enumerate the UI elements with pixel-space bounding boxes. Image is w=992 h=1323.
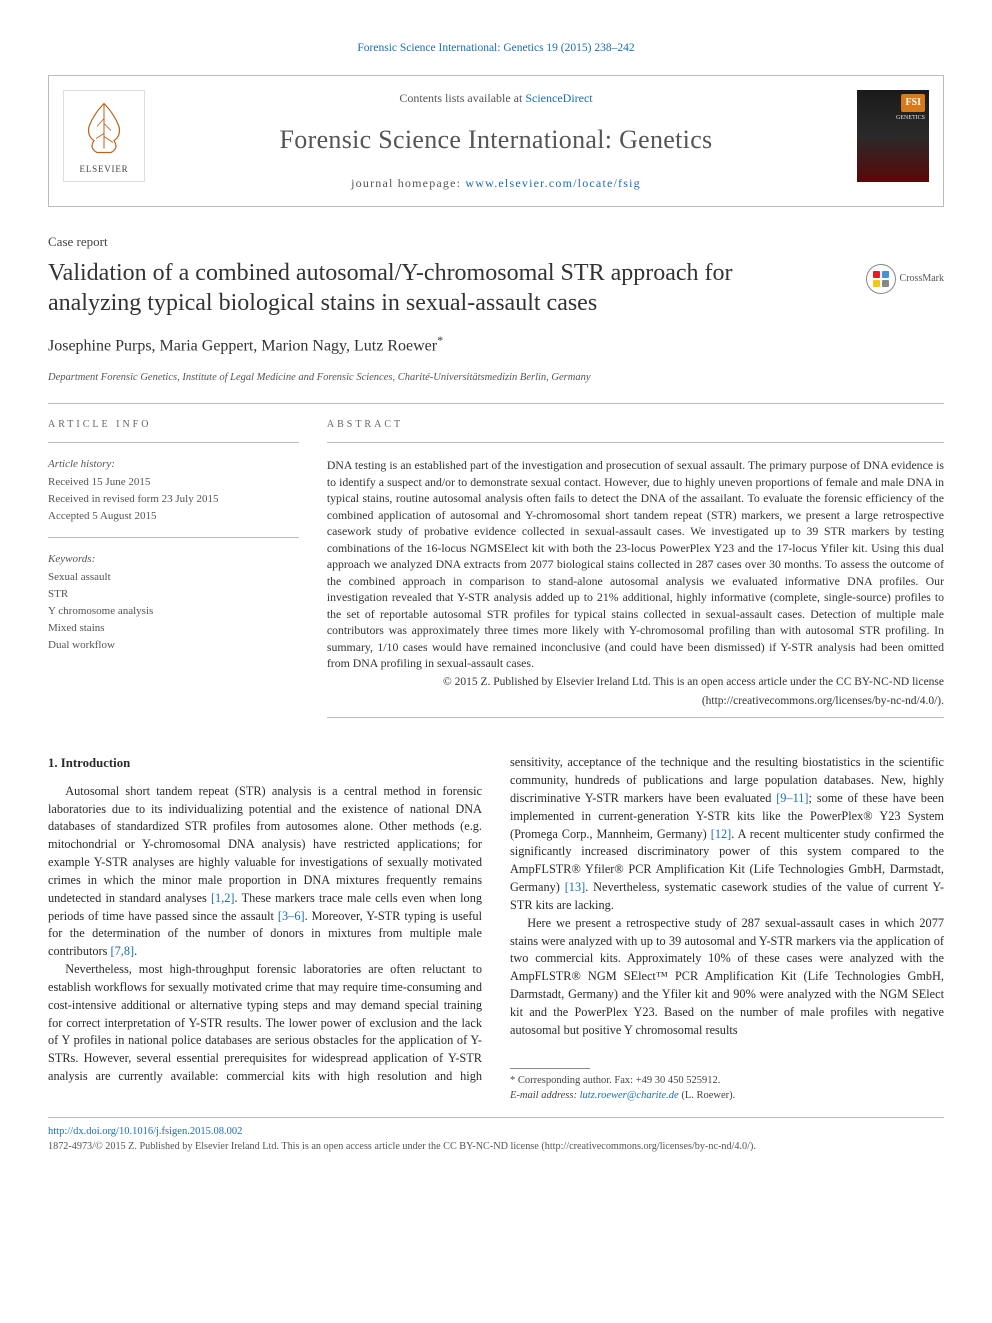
corresponding-footnote: * Corresponding author. Fax: +49 30 450 … [510,1073,944,1088]
received-date: Received 15 June 2015 [48,475,299,491]
journal-title: Forensic Science International: Genetics [169,121,823,159]
keyword: Mixed stains [48,621,299,637]
fsi-badge: FSI [901,94,925,113]
history-label: Article history: [48,457,299,473]
accepted-date: Accepted 5 August 2015 [48,509,299,525]
ref-citation[interactable]: [12] [711,827,732,841]
abstract-text: DNA testing is an established part of th… [327,457,944,672]
keyword: Sexual assault [48,570,299,586]
crossmark-label: CrossMark [900,272,944,287]
footer-divider [48,1117,944,1118]
crossmark-badge[interactable]: CrossMark [866,264,944,294]
homepage-label: journal homepage: [351,176,465,190]
ref-citation[interactable]: [1,2] [211,891,235,905]
elsevier-text: ELSEVIER [80,163,129,176]
ref-citation[interactable]: [3–6] [278,909,305,923]
text-run: Nevertheless, most high-throughput foren… [48,962,482,1029]
contents-available-line: Contents lists available at ScienceDirec… [169,90,823,107]
footnote-separator [510,1068,590,1069]
email-footnote: E-mail address: lutz.roewer@charite.de (… [510,1088,944,1103]
journal-header: ELSEVIER FSI GENETICS Contents lists ava… [48,75,944,207]
sciencedirect-link[interactable]: ScienceDirect [525,91,592,105]
info-divider [48,442,299,443]
divider [48,403,944,404]
keyword: Y chromosome analysis [48,604,299,620]
corresponding-mark: * [437,333,443,347]
body-paragraph: Autosomal short tandem repeat (STR) anal… [48,783,482,961]
copyright-line2: (http://creativecommons.org/licenses/by-… [327,693,944,710]
text-run: . [134,944,137,958]
email-link[interactable]: lutz.roewer@charite.de [580,1090,679,1101]
revised-date: Received in revised form 23 July 2015 [48,492,299,508]
homepage-link[interactable]: www.elsevier.com/locate/fsig [465,176,640,190]
journal-cover-icon: FSI GENETICS [857,90,929,182]
issn-line: 1872-4973/© 2015 Z. Published by Elsevie… [48,1140,944,1155]
abstract-divider [327,442,944,443]
body-paragraph: Here we present a retrospective study of… [510,915,944,1040]
ref-citation[interactable]: [13] [565,880,586,894]
abstract-heading: ABSTRACT [327,418,944,433]
tree-icon [69,96,139,161]
keyword: Dual workflow [48,638,299,654]
article-info-panel: ARTICLE INFO Article history: Received 1… [48,418,299,733]
abstract-panel: ABSTRACT DNA testing is an established p… [327,418,944,733]
email-label: E-mail address: [510,1090,580,1101]
author-list: Josephine Purps, Maria Geppert, Marion N… [48,337,437,354]
fsi-sub: GENETICS [896,114,925,123]
authors: Josephine Purps, Maria Geppert, Marion N… [48,332,944,358]
body-columns: 1. Introduction Autosomal short tandem r… [48,754,944,1103]
section-heading: 1. Introduction [48,754,482,773]
article-info-heading: ARTICLE INFO [48,418,299,433]
affiliation: Department Forensic Genetics, Institute … [48,370,944,385]
keyword: STR [48,587,299,603]
keywords-label: Keywords: [48,552,299,568]
abstract-bottom-divider [327,717,944,718]
copyright-line1: © 2015 Z. Published by Elsevier Ireland … [327,674,944,691]
crossmark-icon [866,264,896,294]
email-name: (L. Roewer). [679,1090,736,1101]
article-title: Validation of a combined autosomal/Y-chr… [48,258,944,318]
text-run: Autosomal short tandem repeat (STR) anal… [48,784,482,905]
ref-citation[interactable]: [7,8] [111,944,135,958]
kw-divider [48,537,299,538]
contents-prefix: Contents lists available at [399,91,525,105]
doi-link[interactable]: http://dx.doi.org/10.1016/j.fsigen.2015.… [48,1124,944,1139]
journal-homepage: journal homepage: www.elsevier.com/locat… [169,175,823,192]
top-citation[interactable]: Forensic Science International: Genetics… [48,40,944,57]
elsevier-logo: ELSEVIER [63,90,145,182]
ref-citation[interactable]: [9–11] [776,791,808,805]
article-type: Case report [48,233,944,252]
